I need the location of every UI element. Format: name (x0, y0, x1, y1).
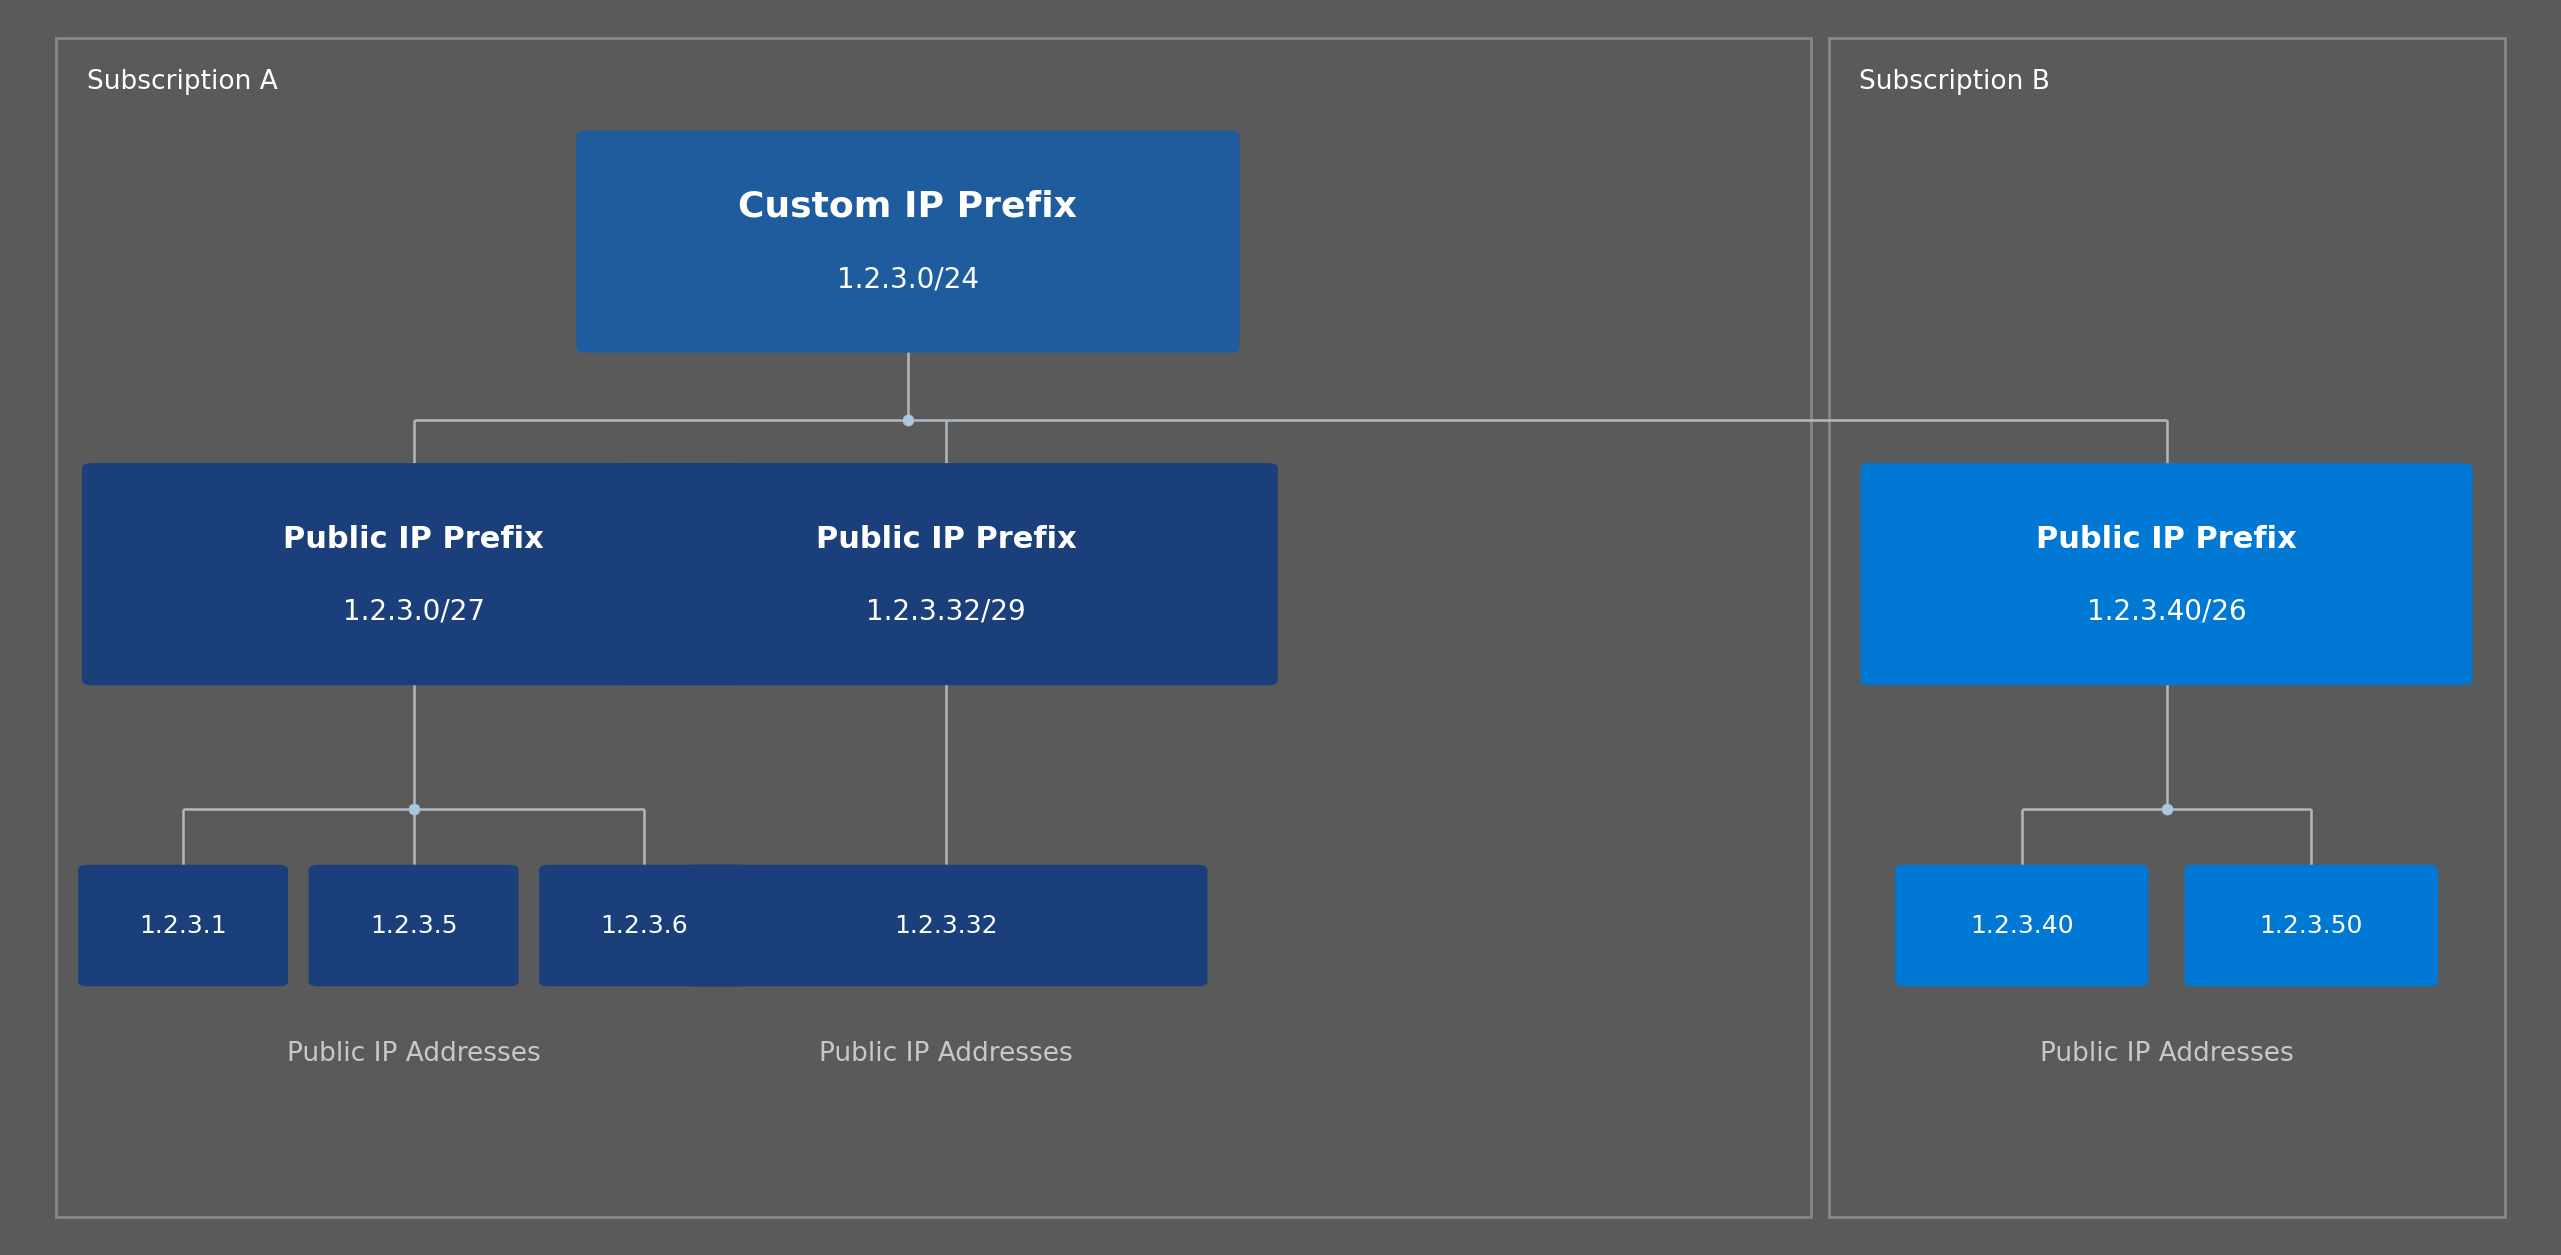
Text: Custom IP Prefix: Custom IP Prefix (738, 190, 1078, 223)
FancyBboxPatch shape (79, 865, 287, 986)
FancyBboxPatch shape (615, 463, 1278, 685)
Text: Public IP Addresses: Public IP Addresses (820, 1042, 1073, 1067)
Text: Public IP Addresses: Public IP Addresses (2039, 1042, 2295, 1067)
Text: 1.2.3.5: 1.2.3.5 (369, 914, 458, 937)
FancyBboxPatch shape (1859, 463, 2474, 685)
FancyBboxPatch shape (310, 865, 517, 986)
FancyBboxPatch shape (686, 865, 1209, 986)
Text: 1.2.3.32/29: 1.2.3.32/29 (866, 597, 1027, 626)
Text: Public IP Prefix: Public IP Prefix (2036, 525, 2297, 553)
Text: Public IP Addresses: Public IP Addresses (287, 1042, 540, 1067)
Text: Subscription B: Subscription B (1859, 69, 2051, 95)
Text: 1.2.3.40/26: 1.2.3.40/26 (2087, 597, 2246, 626)
FancyBboxPatch shape (540, 865, 748, 986)
Bar (1829, 38, 2505, 1217)
Bar (56, 38, 1811, 1217)
Text: 1.2.3.6: 1.2.3.6 (599, 914, 689, 937)
FancyBboxPatch shape (1895, 865, 2149, 986)
Text: 1.2.3.40: 1.2.3.40 (1969, 914, 2074, 937)
Text: Subscription A: Subscription A (87, 69, 277, 95)
Text: 1.2.3.0/24: 1.2.3.0/24 (837, 265, 978, 294)
Text: 1.2.3.50: 1.2.3.50 (2259, 914, 2364, 937)
FancyBboxPatch shape (2185, 865, 2438, 986)
Text: 1.2.3.32: 1.2.3.32 (894, 914, 999, 937)
Text: 1.2.3.1: 1.2.3.1 (138, 914, 228, 937)
FancyBboxPatch shape (82, 463, 745, 685)
Text: 1.2.3.0/27: 1.2.3.0/27 (343, 597, 484, 626)
Text: Public IP Prefix: Public IP Prefix (817, 525, 1076, 553)
Text: Public IP Prefix: Public IP Prefix (284, 525, 543, 553)
FancyBboxPatch shape (576, 131, 1240, 353)
